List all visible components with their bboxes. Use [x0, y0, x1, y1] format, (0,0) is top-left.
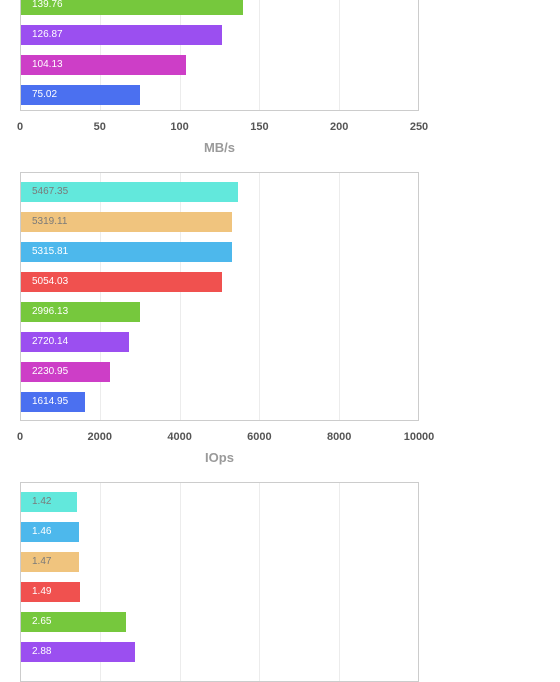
x-axis-title: IOps: [205, 450, 234, 465]
bar-value-label: 5467.35: [32, 186, 69, 197]
bar-value-label: 5319.11: [32, 216, 68, 227]
bar-value-label: 2.88: [32, 646, 52, 657]
x-tick-label: 0: [16, 431, 24, 443]
x-tick-label: 50: [93, 121, 106, 133]
bar: 126.87: [21, 25, 223, 45]
bar: 1.42: [21, 492, 78, 512]
bar: 5054.03: [21, 272, 222, 292]
gridline: [259, 483, 261, 681]
bar: 5467.35: [21, 182, 239, 202]
x-tick-label: 150: [250, 121, 269, 133]
bar: 139.76: [21, 0, 243, 15]
x-tick-label: 4000: [167, 431, 192, 443]
x-tick-label: 8000: [326, 431, 352, 443]
bar-value-label: 75.02: [32, 89, 58, 100]
bar-value-label: 2996.13: [32, 306, 69, 317]
plot-area: 1.42 1.46 1.47 1.49 2.65 2.88: [20, 482, 419, 682]
bar-value-label: 1.47: [32, 556, 52, 567]
bar-value-label: 5315.81: [32, 246, 69, 257]
bar: 104.13: [21, 55, 187, 75]
bar: 1.49: [21, 582, 81, 602]
plot-area: 139.76 126.87 104.13 75.02: [20, 0, 419, 111]
x-tick-label: 100: [170, 121, 189, 133]
plot-area: 5467.35 5319.11 5315.81 5054.03 2996.13 2720.…: [20, 172, 419, 421]
bar: 1.46: [21, 522, 79, 542]
gridline: [259, 173, 261, 420]
gridline: [179, 173, 181, 420]
gridline: [259, 0, 261, 110]
bar: 5315.81: [21, 242, 233, 262]
x-tick-label: 6000: [247, 431, 272, 443]
bar: 5319.11: [21, 212, 233, 232]
x-axis-title: MB/s: [203, 140, 236, 155]
gridline: [338, 0, 340, 110]
gridline: [100, 173, 102, 420]
gridline: [338, 173, 340, 420]
gridline: [179, 483, 181, 681]
bar: 1614.95: [21, 392, 86, 412]
bar-value-label: 2.65: [32, 616, 52, 627]
x-tick-label: 10000: [403, 431, 435, 443]
bar-value-label: 5054.03: [32, 276, 69, 287]
bar: 2720.14: [21, 332, 129, 352]
x-tick-label: 0: [16, 121, 24, 133]
x-tick-label: 2000: [87, 431, 113, 443]
bar-value-label: 2720.14: [32, 336, 69, 347]
bar: 2.88: [21, 642, 136, 662]
gridline: [100, 483, 102, 681]
bar-value-label: 1614.95: [32, 396, 69, 407]
gridline: [338, 483, 340, 681]
bar-value-label: 104.13: [32, 59, 63, 70]
bar: 75.02: [21, 85, 141, 105]
bar-value-label: 126.87: [32, 29, 63, 40]
bar: 1.47: [21, 552, 80, 572]
bar-value-label: 1.49: [32, 586, 52, 597]
bar-value-label: 139.76: [32, 0, 63, 10]
bar-value-label: 1.42: [32, 496, 52, 507]
x-tick-label: 200: [330, 121, 349, 133]
bar: 2230.95: [21, 362, 110, 382]
bar: 2.65: [21, 612, 127, 632]
bar-value-label: 1.46: [32, 526, 52, 537]
x-tick-label: 250: [409, 121, 429, 133]
bar-value-label: 2230.95: [32, 366, 69, 377]
bar: 2996.13: [21, 302, 140, 322]
